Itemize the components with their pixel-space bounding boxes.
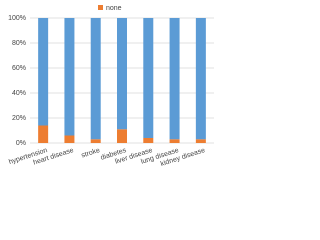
bar-segment — [143, 138, 154, 143]
bar-segment — [90, 18, 101, 140]
bar-segment — [169, 18, 180, 140]
y-tick-label: 0% — [16, 140, 26, 147]
y-tick-label: 60% — [12, 65, 26, 72]
x-tick-label: stroke — [81, 147, 101, 160]
bar-segment — [38, 18, 49, 126]
bar-segment — [169, 139, 180, 143]
legend-swatch — [98, 5, 103, 10]
y-tick-label: 20% — [12, 115, 26, 122]
y-tick-label: 80% — [12, 40, 26, 47]
bar-segment — [117, 129, 127, 143]
bar-segment — [195, 139, 206, 143]
bar-segment — [143, 18, 154, 138]
chart: 0%20%40%60%80%100%nonehypertensionheart … — [8, 5, 214, 168]
bar-segment — [64, 18, 75, 136]
y-tick-label: 100% — [8, 15, 26, 22]
bar-segment — [117, 18, 127, 130]
bar-segment — [38, 125, 49, 143]
legend-label: none — [106, 5, 122, 12]
y-tick-label: 40% — [12, 90, 26, 97]
bar-segment — [64, 135, 75, 143]
bar-segment — [90, 139, 101, 143]
bar-segment — [195, 18, 206, 140]
